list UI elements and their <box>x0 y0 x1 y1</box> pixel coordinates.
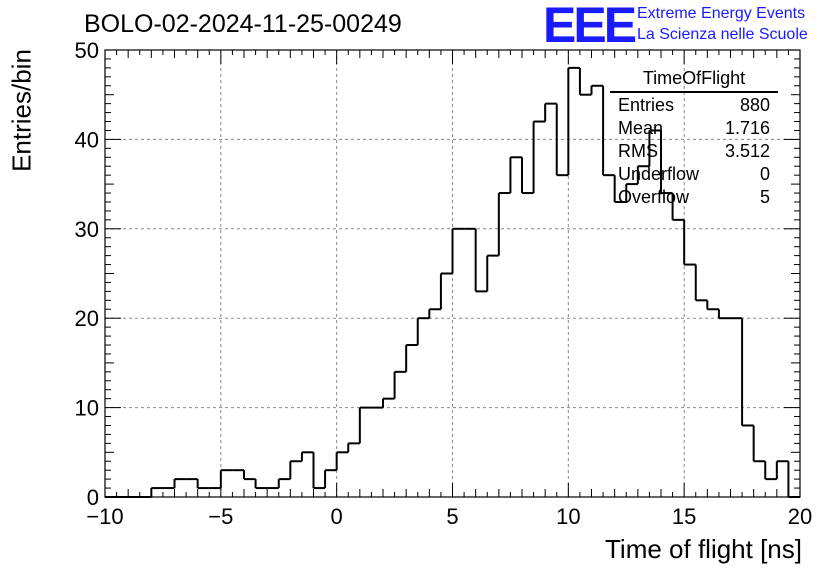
x-tick-label: 10 <box>556 504 580 529</box>
y-axis-label: Entries/bin <box>6 49 37 172</box>
stats-row-entries: Entries 880 <box>610 94 778 117</box>
stats-value: 5 <box>759 187 770 207</box>
stats-label: Mean <box>618 118 664 138</box>
y-tick-label: 20 <box>75 306 99 331</box>
x-tick-label: −5 <box>208 504 233 529</box>
stats-value: 0 <box>759 164 770 184</box>
logo-subtitle-line-2: La Scienza nelle Scuole <box>637 26 808 43</box>
stats-label: Entries <box>618 95 675 115</box>
logo-subtitle-line-1: Extreme Energy Events <box>637 5 806 22</box>
stats-row-mean: Mean 1.716 <box>610 117 778 140</box>
x-tick-label: 0 <box>331 504 343 529</box>
stats-value: 1.716 <box>724 118 770 138</box>
x-tick-label: −10 <box>86 504 123 529</box>
x-axis-label: Time of flight [ns] <box>605 534 802 564</box>
stats-row-overflow: Overflow 5 <box>610 186 778 209</box>
stats-label: Overflow <box>618 187 690 207</box>
chart-title: BOLO-02-2024-11-25-00249 <box>84 10 402 38</box>
stats-row-underflow: Underflow 0 <box>610 163 778 186</box>
x-tick-label: 5 <box>446 504 458 529</box>
y-tick-label: 10 <box>75 396 99 421</box>
y-tick-label: 30 <box>75 217 99 242</box>
x-tick-label: 15 <box>672 504 696 529</box>
stats-row-rms: RMS 3.512 <box>610 140 778 163</box>
stats-box: TimeOfFlight Entries 880 Mean 1.716 RMS … <box>610 68 778 209</box>
stats-label: Underflow <box>618 164 700 184</box>
eee-logo: EEE <box>543 0 637 53</box>
plot-frame <box>104 49 801 498</box>
stats-value: 880 <box>739 95 770 115</box>
y-tick-label: 40 <box>75 127 99 152</box>
y-tick-label: 50 <box>75 38 99 63</box>
y-tick-label: 0 <box>87 485 99 510</box>
stats-box-title: TimeOfFlight <box>610 68 778 93</box>
stats-label: RMS <box>618 141 658 161</box>
stats-value: 3.512 <box>724 141 770 161</box>
x-tick-label: 20 <box>788 504 812 529</box>
